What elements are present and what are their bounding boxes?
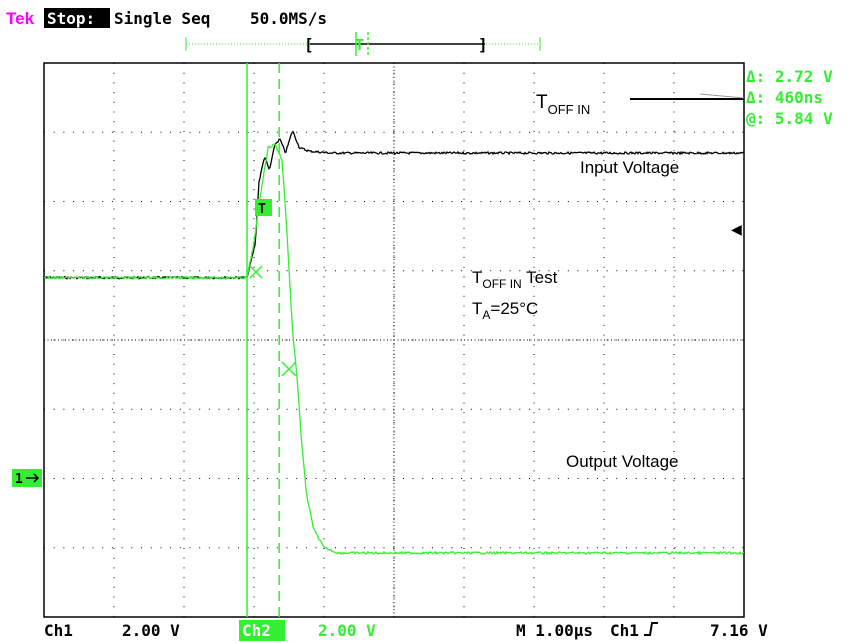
plot-area [43, 63, 745, 617]
cursor-crossings [249, 265, 297, 377]
ch2-scale: 2.00 V [318, 621, 376, 640]
absolute-voltage-readout: @: 5.84 V [746, 109, 833, 128]
footer-readout: Ch1 2.00 V Ch2 2.00 V M 1.00µs Ch1 7.16 … [44, 620, 768, 641]
status-bar: Tek Stop: Single Seq 50.0MS/s [6, 8, 327, 28]
ch2-label: Ch2 [242, 621, 271, 640]
acquisition-mode: Single Seq [114, 9, 210, 28]
toff-label: TOFF IN [536, 92, 590, 117]
input-voltage-label: Input Voltage [580, 158, 679, 177]
delta-time-readout: Δ: 460ns [746, 88, 823, 107]
ch1-scale: 2.00 V [122, 621, 180, 640]
trigger-badge-bg [255, 199, 272, 216]
cursor-readout: Δ: 2.72 V Δ: 460ns @: 5.84 V [746, 67, 833, 128]
crossing-mark-1 [249, 265, 263, 279]
ambient-temp-label: TA=25°C [472, 299, 538, 322]
brand-label: Tek [6, 9, 35, 28]
trigger-source: Ch1 [610, 621, 639, 640]
record-left-bracket: [ [304, 35, 314, 54]
graticule [43, 62, 745, 618]
annotations: TOFF IN Input Voltage TOFF IN Test TA=25… [472, 92, 745, 471]
rising-edge-icon [644, 622, 658, 636]
sample-rate: 50.0MS/s [250, 9, 327, 28]
ch1-ground-marker: 1 [15, 472, 23, 487]
trigger-level-arrow-icon: ◀ [731, 221, 742, 237]
trigger-badge: T [258, 202, 266, 217]
toff-leader-thin [699, 93, 745, 99]
timebase: M 1.00µs [516, 621, 593, 640]
toff-test-label: TOFF IN Test [472, 268, 558, 291]
delta-voltage-readout: Δ: 2.72 V [746, 67, 833, 86]
record-indicator: [ ] T [185, 32, 541, 56]
acquisition-state: Stop: [47, 9, 95, 28]
output-voltage-label: Output Voltage [566, 452, 678, 471]
trace-ch2 [43, 143, 745, 556]
ch1-ground-arrow-icon [26, 473, 40, 483]
record-trigger-marker: T [355, 36, 364, 54]
waveform-traces [43, 130, 745, 556]
ch2-label-bg [239, 620, 285, 641]
record-right-bracket: ] [478, 35, 488, 54]
trace-ch1 [43, 130, 745, 280]
ch1-label: Ch1 [44, 621, 73, 640]
side-markers: 1 ◀ [12, 221, 742, 487]
trigger-level: 7.16 V [710, 621, 768, 640]
stop-badge-bg [44, 8, 110, 28]
crossing-mark-2 [281, 361, 297, 377]
